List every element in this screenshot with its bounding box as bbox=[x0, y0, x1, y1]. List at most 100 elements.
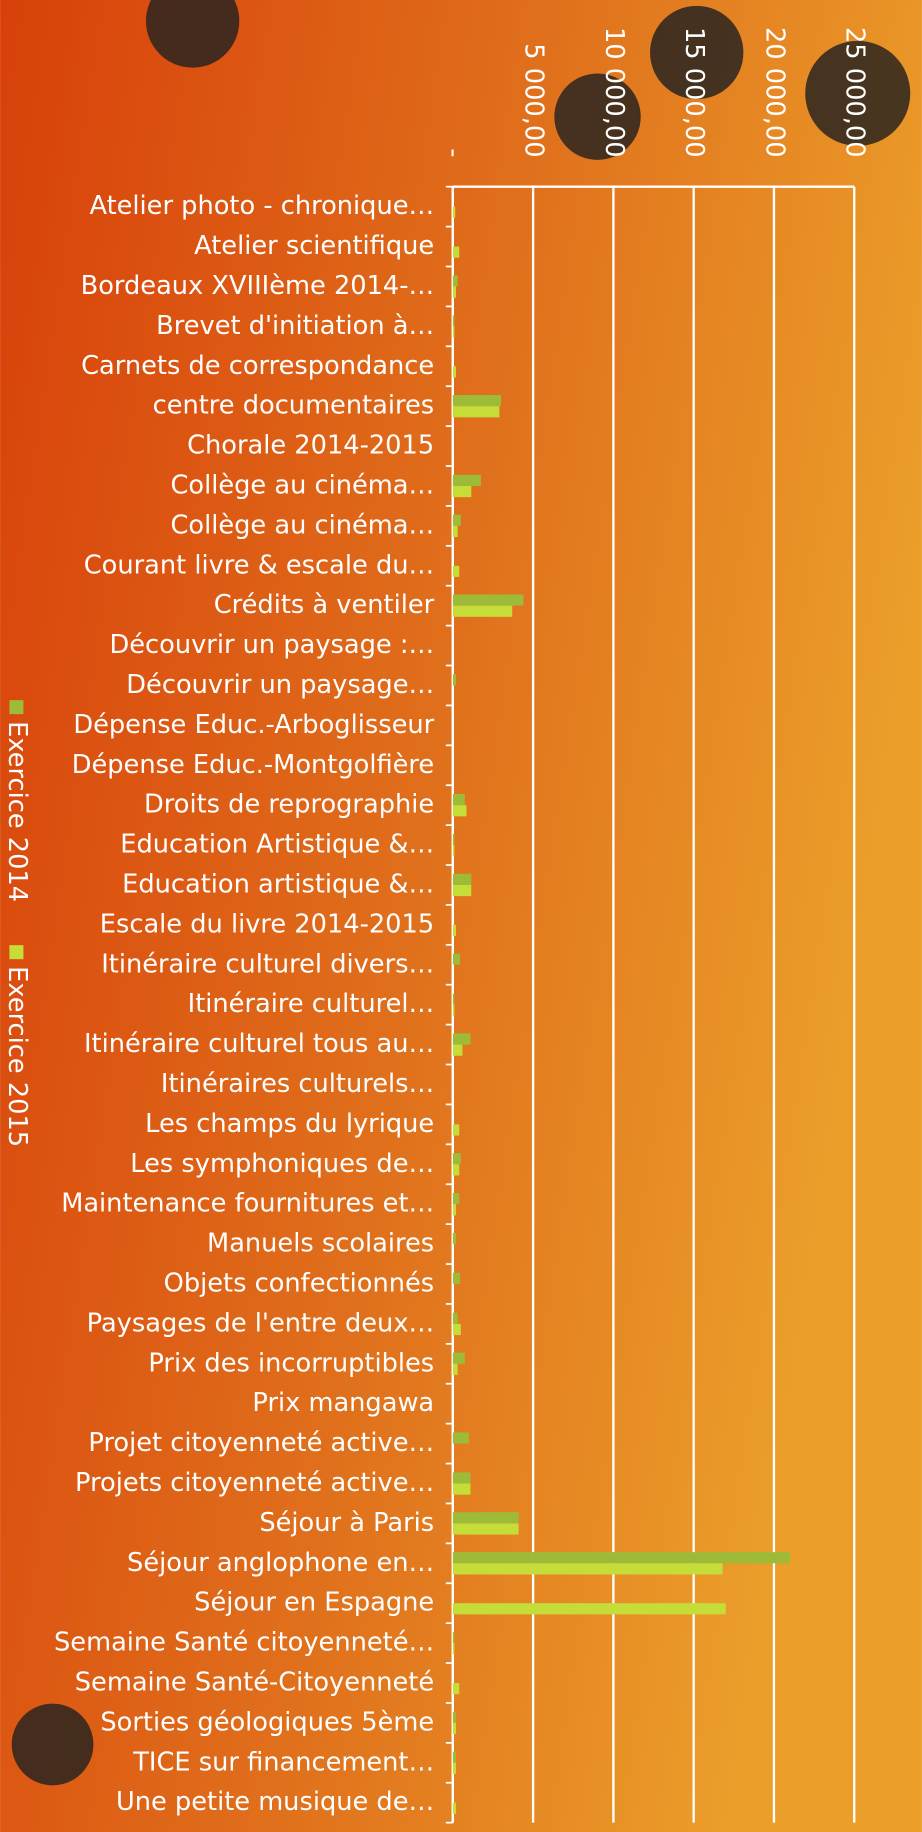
y-tick-label: Les champs du lyrique bbox=[145, 1109, 434, 1139]
bar bbox=[453, 1005, 455, 1016]
bar bbox=[453, 247, 459, 258]
y-tick-label: Découvrir un paysage… bbox=[126, 670, 434, 700]
bar bbox=[453, 994, 455, 1005]
bar bbox=[453, 526, 458, 537]
bar bbox=[453, 1472, 471, 1483]
y-tick-label: Prix mangawa bbox=[252, 1388, 434, 1418]
y-tick-label: Courant livre & escale du… bbox=[84, 550, 434, 580]
bar bbox=[453, 286, 456, 297]
bar bbox=[453, 594, 524, 605]
y-tick-label: Prix des incorruptibles bbox=[148, 1348, 434, 1378]
y-tick-label: Maintenance fournitures et… bbox=[61, 1189, 434, 1219]
y-tick-label: Dépense Educ.-Montgolfière bbox=[72, 750, 434, 780]
y-tick-label: Séjour en Espagne bbox=[194, 1588, 434, 1618]
bar bbox=[453, 1683, 459, 1694]
y-tick-label: Itinéraires culturels… bbox=[161, 1069, 434, 1099]
bar bbox=[453, 275, 458, 286]
x-tick-label: 15 000,00 bbox=[679, 27, 709, 158]
bar bbox=[453, 1364, 458, 1375]
bar bbox=[453, 1552, 790, 1563]
y-tick-label: Itinéraire culturel… bbox=[188, 989, 434, 1019]
y-tick-label: Bordeaux XVIIIème 2014-… bbox=[81, 271, 435, 301]
bar bbox=[453, 395, 501, 406]
bar bbox=[453, 1752, 456, 1763]
x-tick-label: 5 000,00 bbox=[519, 43, 549, 157]
y-tick-label: Collège au cinéma… bbox=[170, 470, 434, 500]
bar bbox=[453, 925, 456, 936]
y-tick-label: Education artistique &… bbox=[122, 869, 434, 899]
bar bbox=[453, 1153, 461, 1164]
y-tick-label: Projets citoyenneté active… bbox=[75, 1468, 434, 1498]
y-tick-label: Itinéraire culturel tous au… bbox=[84, 1029, 434, 1059]
bar bbox=[453, 1164, 459, 1175]
bar bbox=[453, 1523, 519, 1534]
x-tick-label: 20 000,00 bbox=[759, 27, 789, 158]
y-tick-label: Escale du livre 2014-2015 bbox=[100, 909, 434, 939]
y-tick-label: Atelier scientifique bbox=[194, 231, 434, 261]
bar bbox=[453, 674, 456, 685]
bar bbox=[453, 885, 471, 896]
bar bbox=[453, 486, 471, 497]
bar bbox=[453, 1432, 469, 1443]
x-tick-label: 25 000,00 bbox=[840, 27, 870, 158]
y-tick-label: Séjour anglophone en… bbox=[127, 1548, 434, 1578]
bar bbox=[453, 1603, 726, 1614]
bar bbox=[453, 805, 467, 816]
bar bbox=[453, 834, 455, 845]
y-tick-label: centre documentaires bbox=[153, 391, 435, 421]
bar bbox=[453, 794, 465, 805]
bar bbox=[453, 1353, 465, 1364]
bar bbox=[453, 1193, 459, 1204]
bar bbox=[453, 1763, 456, 1774]
bar bbox=[453, 475, 481, 486]
bar bbox=[453, 1643, 455, 1654]
y-tick-label: Paysages de l'entre deux… bbox=[87, 1308, 435, 1338]
bar bbox=[453, 1712, 456, 1723]
y-tick-label: Les symphoniques de… bbox=[130, 1149, 434, 1179]
y-tick-label: Projet citoyenneté active… bbox=[88, 1428, 434, 1458]
y-tick-label: Une petite musique de… bbox=[116, 1787, 434, 1817]
bar bbox=[453, 1033, 471, 1044]
bar bbox=[453, 1273, 460, 1284]
y-tick-label: Chorale 2014-2015 bbox=[187, 431, 434, 461]
bar bbox=[453, 845, 455, 856]
bar bbox=[453, 1632, 455, 1643]
bar bbox=[453, 1563, 723, 1574]
bar bbox=[453, 406, 500, 417]
legend-marker bbox=[9, 945, 23, 959]
y-tick-label: Manuels scolaires bbox=[207, 1229, 434, 1259]
bar bbox=[453, 1484, 471, 1495]
bar bbox=[453, 1124, 459, 1135]
y-tick-label: Dépense Educ.-Arboglisseur bbox=[73, 710, 434, 740]
bar bbox=[453, 606, 512, 617]
bar bbox=[453, 1233, 456, 1244]
legend-label: Exercice 2014 bbox=[2, 721, 32, 902]
y-tick-label: Collège au cinéma… bbox=[170, 510, 434, 540]
bar bbox=[453, 366, 456, 377]
y-tick-label: Sorties géologiques 5ème bbox=[100, 1707, 434, 1737]
y-tick-label: Semaine Santé-Citoyenneté bbox=[75, 1668, 434, 1698]
y-tick-label: Crédits à ventiler bbox=[214, 590, 435, 620]
y-tick-label: Atelier photo - chronique… bbox=[89, 191, 434, 221]
bar bbox=[453, 954, 460, 965]
legend-marker bbox=[9, 700, 23, 714]
y-tick-label: Objets confectionnés bbox=[164, 1268, 435, 1298]
bar bbox=[453, 566, 459, 577]
x-tick-label: - bbox=[438, 148, 468, 157]
bar bbox=[453, 1313, 458, 1324]
bar bbox=[453, 1803, 456, 1814]
bar bbox=[453, 207, 455, 218]
bar bbox=[453, 1204, 456, 1215]
y-tick-label: Education Artistique &… bbox=[120, 830, 434, 860]
bar bbox=[453, 874, 471, 885]
bar bbox=[453, 1723, 456, 1734]
y-tick-label: Semaine Santé citoyenneté… bbox=[54, 1628, 434, 1658]
x-tick-label: 10 000,00 bbox=[599, 27, 629, 158]
legend-label: Exercice 2015 bbox=[2, 966, 32, 1147]
bar bbox=[453, 315, 455, 326]
bar bbox=[453, 326, 455, 337]
y-tick-label: Itinéraire culturel divers… bbox=[101, 949, 434, 979]
y-tick-label: TICE sur financement… bbox=[132, 1747, 434, 1777]
y-tick-label: Découvrir un paysage :… bbox=[110, 630, 435, 660]
bar bbox=[453, 1324, 461, 1335]
